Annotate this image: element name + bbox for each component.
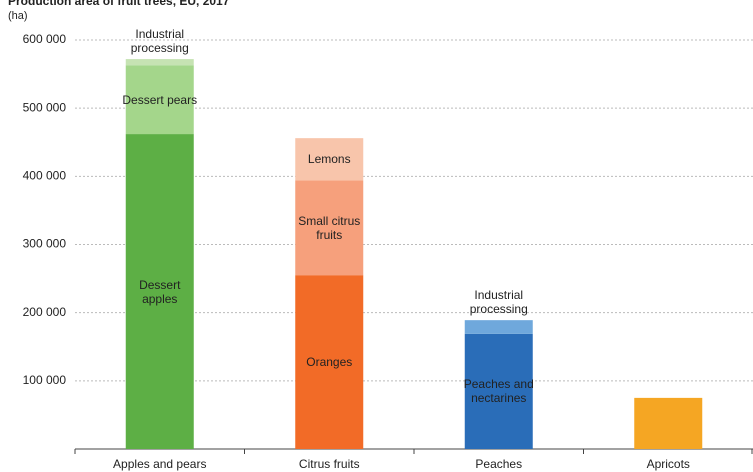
segment-label: Lemons <box>307 152 351 167</box>
y-unit: (ha) <box>8 10 28 22</box>
x-tick-label: Apples and pears <box>113 457 206 471</box>
bar-segment <box>295 275 364 449</box>
y-tick-label: 300 000 <box>23 237 67 251</box>
y-tick-label: 100 000 <box>23 373 67 387</box>
segment-label: Dessert apples <box>139 277 181 306</box>
segment-label: Peaches and nectarines <box>463 377 534 406</box>
segment-label: Industrial processing <box>469 288 528 317</box>
y-tick-label: 400 000 <box>23 169 67 183</box>
segment-label: Small citrus fruits <box>298 213 361 242</box>
segment-label: Industrial processing <box>130 27 189 56</box>
chart-title: Production area of fruit trees, EU, 2017 <box>8 0 230 8</box>
bar-segment <box>295 180 364 276</box>
bar-segment <box>125 134 194 449</box>
x-tick-label: Citrus fruits <box>299 457 360 471</box>
bar-segment <box>125 65 194 135</box>
y-tick-label: 500 000 <box>23 100 67 114</box>
bar-segment <box>464 320 533 334</box>
segment-label: Oranges <box>306 355 353 370</box>
bar-segment <box>634 397 703 449</box>
bar-segment <box>125 59 194 66</box>
y-tick-label: 600 000 <box>23 32 67 46</box>
y-tick-label: 200 000 <box>23 305 67 319</box>
bar-segment <box>464 333 533 449</box>
bar-segment <box>295 138 364 181</box>
x-tick-label: Peaches <box>475 457 522 471</box>
segment-label: Dessert pears <box>122 92 198 107</box>
x-tick-label: Apricots <box>647 457 690 471</box>
